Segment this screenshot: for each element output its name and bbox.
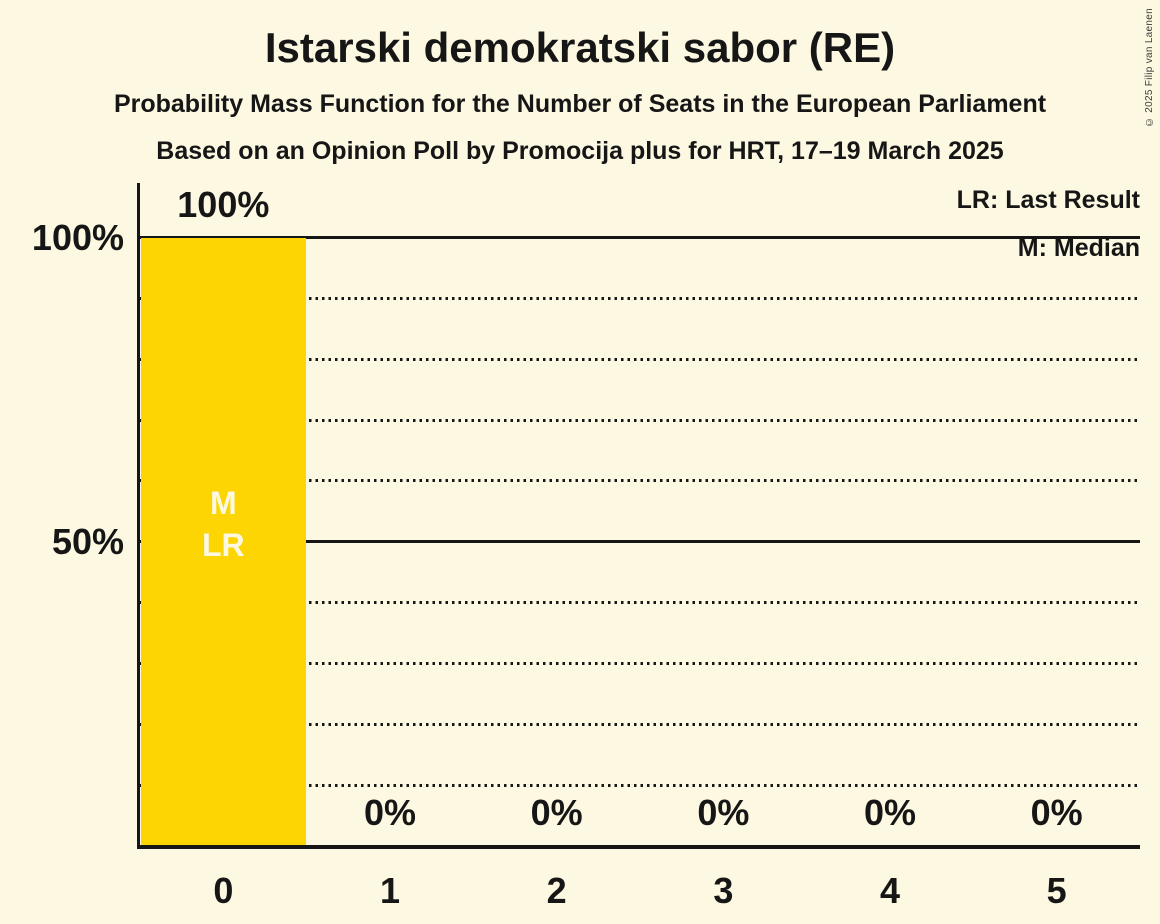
gridline-solid-100pct <box>140 236 1140 239</box>
x-tick-label-seat-5: 5 <box>1046 870 1067 911</box>
x-tick-label-seat-4: 4 <box>879 870 901 911</box>
gridline-dotted-70pct <box>140 418 1140 422</box>
gridline-dotted-10pct <box>140 783 1140 787</box>
chart-note: Based on an Opinion Poll by Promocija pl… <box>156 137 1004 165</box>
bar-seat-0 <box>141 237 306 846</box>
gridline-dotted-90pct <box>140 296 1140 300</box>
legend-median: M: Median <box>1017 234 1140 262</box>
gridline-dotted-80pct <box>140 357 1140 361</box>
gridline-dotted-40pct <box>140 601 1140 605</box>
x-tick-label-seat-2: 2 <box>546 870 567 911</box>
chart-title: Istarski demokratski sabor (RE) <box>264 24 896 71</box>
gridline-dotted-60pct <box>140 479 1140 483</box>
chart-subtitle: Probability Mass Function for the Number… <box>113 90 1047 118</box>
bar-annotation-median-lastresult: M LR <box>202 485 245 563</box>
y-axis-label-50pct: 50% <box>51 520 124 562</box>
x-tick-label-seat-3: 3 <box>713 870 734 911</box>
x-tick-label-seat-0: 0 <box>213 870 234 911</box>
bar-value-label-seat-3: 0% <box>697 792 750 833</box>
gridline-dotted-20pct <box>140 722 1140 726</box>
bar-value-label-seat-5: 0% <box>1030 792 1083 833</box>
bar-value-label-seat-4: 0% <box>863 792 917 833</box>
bar-value-label-seat-2: 0% <box>530 792 583 833</box>
legend-last-result: LR: Last Result <box>956 186 1140 214</box>
x-tick-label-seat-1: 1 <box>379 870 401 911</box>
bar-value-label-seat-1: 0% <box>363 792 417 833</box>
y-axis-line <box>137 183 140 849</box>
bar-value-label-seat-0: 100% <box>177 183 270 225</box>
gridline-dotted-30pct <box>140 661 1140 665</box>
y-axis-label-100pct: 100% <box>31 216 124 258</box>
x-axis-line <box>137 845 1140 849</box>
gridline-solid-50pct <box>140 540 1140 544</box>
